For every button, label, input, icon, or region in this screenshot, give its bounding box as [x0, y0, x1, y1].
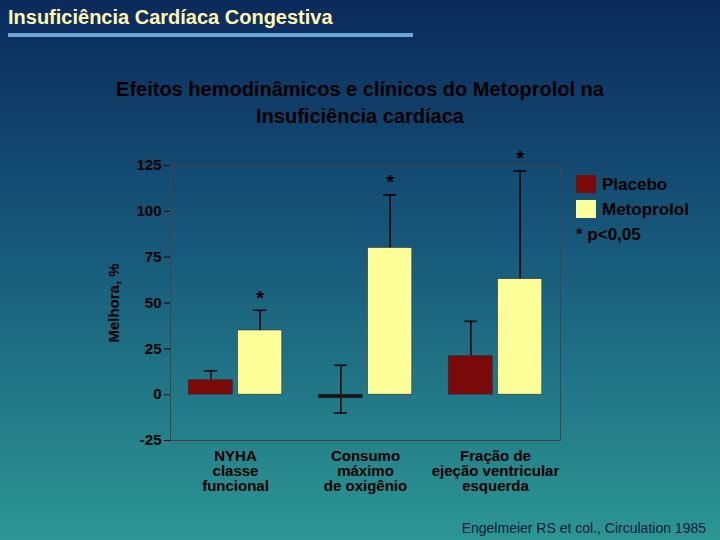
svg-text:Fração deejeção ventricularesq: Fração deejeção ventricularesquerda [432, 447, 560, 494]
svg-text:-25: -25 [140, 431, 162, 448]
svg-text:100: 100 [136, 202, 161, 219]
svg-text:*: * [516, 150, 524, 169]
svg-text:*: * [256, 287, 264, 309]
svg-text:Consumomáximode oxigênio: Consumomáximode oxigênio [324, 447, 407, 494]
svg-text:NYHAclassefuncional: NYHAclassefuncional [202, 447, 269, 494]
html-text:Placebo: Placebo [602, 175, 668, 194]
svg-text:125: 125 [136, 156, 161, 173]
svg-text:75: 75 [145, 248, 162, 265]
svg-text:Melhora, %: Melhora, % [105, 263, 122, 342]
html-text:* p<0,05: * p<0,05 [576, 225, 641, 244]
svg-text:*: * [386, 171, 394, 193]
svg-text:25: 25 [145, 340, 162, 357]
html-text:Engelmeier RS et col., Circula: Engelmeier RS et col., Circulation 1985 [461, 520, 706, 536]
html-text:Efeitos hemodinâmicos e clínic: Efeitos hemodinâmicos e clínicos do Meto… [116, 78, 604, 127]
html-text:Metoprolol: Metoprolol [602, 200, 689, 219]
svg-text:0: 0 [153, 385, 161, 402]
svg-text:50: 50 [145, 294, 162, 311]
html-text:Insuficiência Cardíaca Congest: Insuficiência Cardíaca Congestiva [8, 6, 333, 28]
